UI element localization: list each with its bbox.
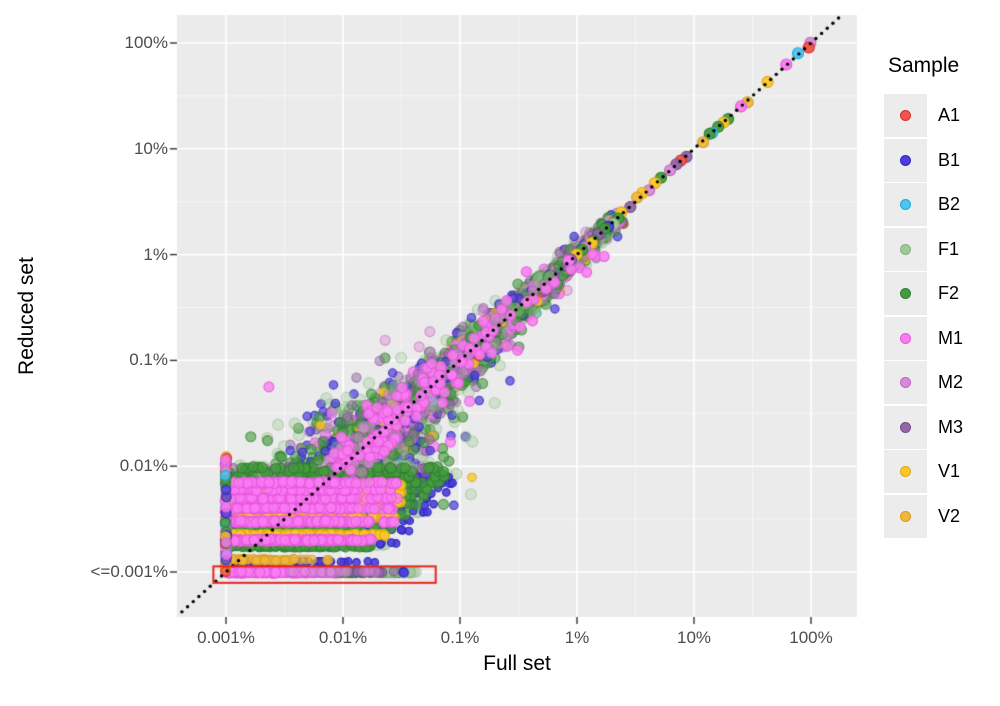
legend-entry-F1: F1	[884, 227, 1000, 271]
legend-key	[884, 405, 927, 449]
legend-key	[884, 494, 927, 538]
x-tick-label: 10%	[676, 628, 712, 647]
sample-dot-icon	[900, 377, 911, 388]
legend-label: V2	[938, 505, 961, 526]
x-tick-label: 0.001%	[197, 628, 255, 647]
legend-label: A1	[938, 105, 961, 125]
sample-dot-icon	[900, 510, 911, 522]
legend-key	[884, 316, 927, 360]
legend-label: F2	[938, 283, 960, 303]
legend-title: Sample	[888, 54, 960, 77]
sample-dot-icon	[900, 332, 911, 344]
legend-key	[884, 183, 927, 226]
legend-label: M2	[938, 372, 964, 392]
sample-dot-icon	[900, 288, 911, 299]
legend-key	[884, 227, 927, 271]
legend-key	[884, 361, 927, 404]
x-tick-label: 0.01%	[318, 628, 368, 647]
y-tick-label: 0.01%	[119, 456, 168, 475]
x-tick-label: 1%	[564, 628, 590, 647]
legend-label: B1	[938, 149, 961, 170]
legend-key	[884, 94, 927, 137]
y-tick-label: <=0.001%	[90, 562, 168, 581]
legend-entry-B1: B1	[884, 138, 1000, 182]
y-tick-label: 10%	[133, 139, 168, 158]
legend-entry-M2: M2	[884, 361, 1000, 404]
y-tick-label: 0.1%	[129, 350, 168, 369]
legend-label: V1	[938, 461, 961, 481]
legend-entry-M3: M3	[884, 405, 1000, 449]
sample-dot-icon	[900, 243, 911, 255]
legend-key	[884, 138, 927, 182]
y-tick-label: 100%	[124, 33, 168, 52]
legend-entry-V1: V1	[884, 450, 1000, 493]
legend-entry-A1: A1	[884, 94, 1000, 137]
legend-label: M1	[938, 327, 964, 348]
x-tick-label: 0.1%	[440, 628, 480, 647]
sample-dot-icon	[900, 466, 911, 477]
legend-entry-M1: M1	[884, 316, 1000, 360]
legend-label: M3	[938, 416, 964, 437]
sample-dot-icon	[900, 421, 911, 433]
legend-key	[884, 272, 927, 315]
x-tick-label: 100%	[789, 628, 833, 647]
legend-entry-B2: B2	[884, 183, 1000, 226]
legend-entry-F2: F2	[884, 272, 1000, 315]
legend-entry-V2: V2	[884, 494, 1000, 538]
sample-dot-icon	[900, 199, 911, 210]
y-tick-label: 1%	[143, 245, 168, 264]
y-axis-title: Reduced set	[15, 257, 38, 375]
legend: Sample A1 B1 B2 F1 F2 M1 M2 M3 V1	[884, 54, 1000, 539]
x-axis-title: Full set	[483, 652, 551, 675]
sample-dot-icon	[900, 154, 911, 166]
legend-label: F1	[938, 238, 960, 259]
sample-dot-icon	[900, 110, 911, 121]
legend-label: B2	[938, 194, 961, 214]
legend-key	[884, 450, 927, 493]
